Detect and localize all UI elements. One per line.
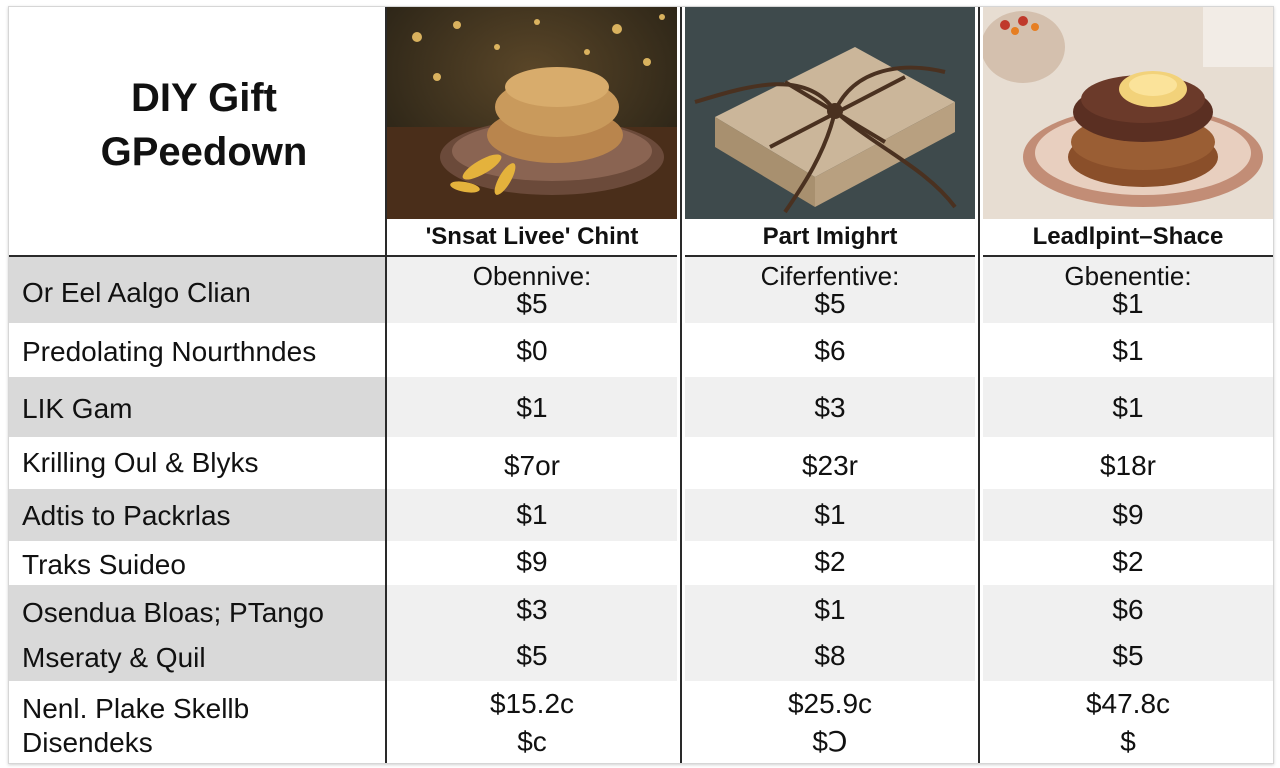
cell-value: $5 xyxy=(516,288,548,319)
row-label: Krilling Oul & Blyks xyxy=(22,447,259,478)
title-line-1: DIY Gift xyxy=(131,76,277,120)
table-row-group: Osendua Bloas; PTango $3 $1 $6 Mseraty &… xyxy=(9,585,1273,681)
table-row-group: Nenl. Plake Skellb $15.2c $25.9c $47.8c … xyxy=(9,681,1273,763)
cell-value: $9 xyxy=(516,546,548,577)
gift-box-photo xyxy=(685,7,975,219)
table-row: Adtis to Packrlas $1 $1 $9 xyxy=(9,489,1273,541)
column-divider xyxy=(680,7,682,763)
cell-value: $5 xyxy=(516,640,548,671)
row-label: Or Eel Aalgo Clian xyxy=(22,277,251,308)
cookies-photo xyxy=(387,7,677,219)
table-row: Traks Suideo $9 $2 $2 xyxy=(9,541,1273,585)
comparison-table: DIY Gift GPeedown xyxy=(8,6,1274,764)
column-subtitle-2: Ciferfentive: xyxy=(760,261,900,291)
table-row: LIK Gam $1 $3 $1 xyxy=(9,377,1273,437)
cell-value: $25.9c xyxy=(787,688,873,719)
row-label: Mseraty & Quil xyxy=(22,642,206,673)
cell-value: $ xyxy=(1120,726,1136,757)
cell-value: $1 xyxy=(814,594,846,625)
row-label: Disendeks xyxy=(22,727,153,758)
cookie-stack-photo xyxy=(983,7,1273,219)
column-divider xyxy=(385,7,387,763)
cell-value: $18r xyxy=(1099,450,1157,481)
cell-value: $5 xyxy=(1112,640,1144,671)
page-title: DIY Gift GPeedown xyxy=(29,71,379,179)
cell-value: $1 xyxy=(516,392,548,423)
cell-value: $5 xyxy=(814,288,846,319)
column-divider xyxy=(978,7,980,763)
table-row: Krilling Oul & Blyks $7or $23r $18r xyxy=(9,437,1273,489)
cell-value: $c xyxy=(517,726,547,757)
cell-value: $6 xyxy=(814,335,846,366)
cell-value: $1 xyxy=(1112,288,1144,319)
column-header-2: Part Imighrt xyxy=(762,223,898,250)
title-line-2: GPeedown xyxy=(100,130,308,174)
column-header-1: 'Snsat Livee' Chint xyxy=(425,223,639,250)
cell-value: $2 xyxy=(814,546,846,577)
cell-value: $Ↄ xyxy=(812,726,848,757)
row-label: LIK Gam xyxy=(22,393,133,424)
cell-value: $8 xyxy=(814,640,846,671)
row-label: Adtis to Packrlas xyxy=(22,500,231,531)
column-subtitle-3: Gbenentie: xyxy=(1064,261,1192,291)
table-row: Predolating Nourthndes $0 $6 $1 xyxy=(9,323,1273,377)
cell-value: $3 xyxy=(516,594,548,625)
cell-value: $1 xyxy=(1112,335,1144,366)
cell-value: $9 xyxy=(1112,499,1144,530)
row-label: Nenl. Plake Skellb xyxy=(22,693,250,724)
cell-value: $23r xyxy=(801,450,859,481)
cell-value: $2 xyxy=(1112,546,1144,577)
cell-value: $3 xyxy=(814,392,846,423)
column-subtitle-1: Obennive: xyxy=(472,261,592,291)
header-divider xyxy=(9,255,1273,257)
column-header-3: Leadlpint–Shace xyxy=(1032,223,1224,250)
cell-value: $47.8c xyxy=(1085,688,1171,719)
cell-value: $6 xyxy=(1112,594,1144,625)
table-row: Or Eel Aalgo Clian Obennive: Ciferfentiv… xyxy=(9,257,1273,323)
row-label: Predolating Nourthndes xyxy=(22,336,317,367)
cell-value: $7or xyxy=(503,450,561,481)
cell-value: $1 xyxy=(814,499,846,530)
cell-value: $1 xyxy=(516,499,548,530)
cell-value: $1 xyxy=(1112,392,1144,423)
row-label: Traks Suideo xyxy=(22,549,186,580)
cell-value: $15.2c xyxy=(489,688,575,719)
cell-value: $0 xyxy=(516,335,548,366)
row-label: Osendua Bloas; PTango xyxy=(22,597,324,628)
